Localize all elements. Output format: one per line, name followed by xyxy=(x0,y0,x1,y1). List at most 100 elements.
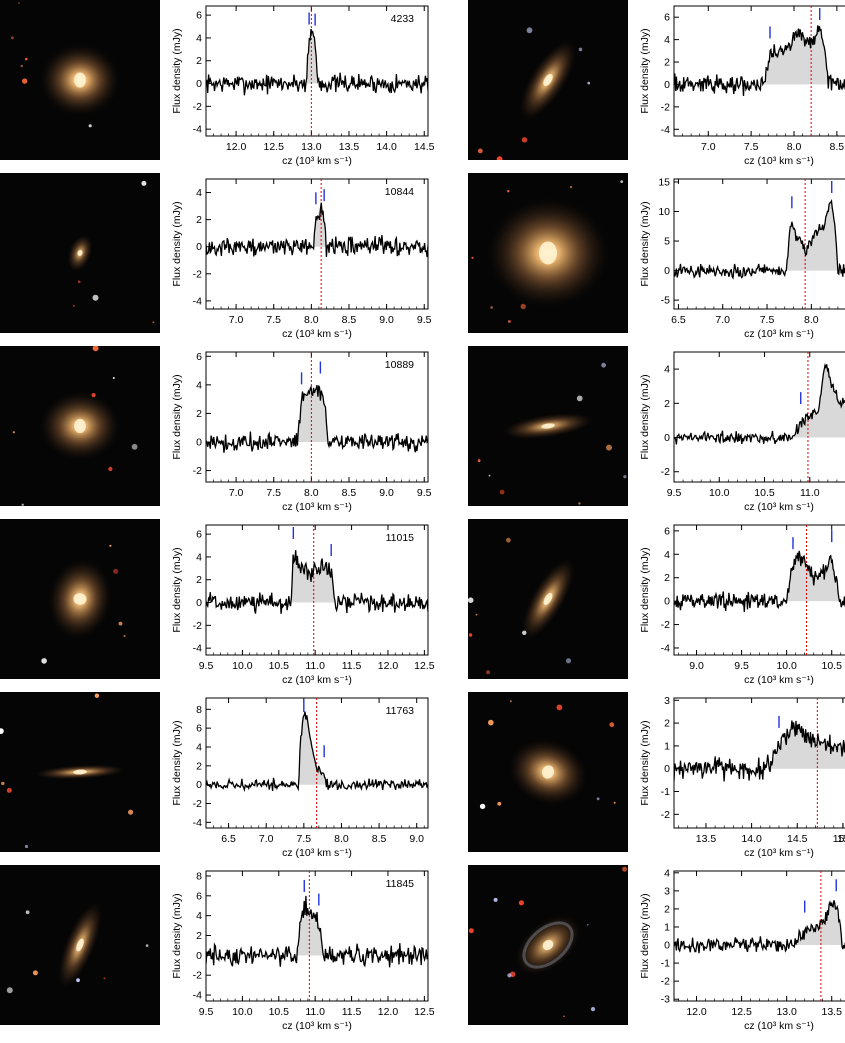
galaxy-core xyxy=(74,419,86,433)
x-axis-label: cz (10³ km s⁻¹) xyxy=(282,501,352,513)
x-tick-label: 13.5 xyxy=(696,833,717,845)
background-star xyxy=(506,538,511,543)
background-star xyxy=(93,295,99,301)
background-star xyxy=(113,569,118,574)
x-tick-label: 11.0 xyxy=(305,1006,325,1018)
background-star xyxy=(11,36,14,39)
x-tick-label: 9.5 xyxy=(199,1006,214,1018)
galaxy-image-12 xyxy=(468,865,628,1025)
y-tick-label: -2 xyxy=(661,619,670,631)
x-tick-label: 9.5 xyxy=(199,660,214,672)
x-tick-label: 7.5 xyxy=(760,314,775,326)
x-tick-label: 9.5 xyxy=(417,314,432,326)
background-star xyxy=(1,782,4,785)
x-tick-label: 10.0 xyxy=(232,660,253,672)
galaxy-core xyxy=(74,72,86,87)
x-tick-label: 7.0 xyxy=(229,314,244,326)
y-tick-label: -4 xyxy=(193,295,202,307)
galaxy-svg xyxy=(468,0,628,160)
galaxy-svg xyxy=(468,692,628,852)
y-tick-label: 15 xyxy=(658,176,670,188)
x-tick-label: 11.5 xyxy=(342,1006,362,1018)
y-axis-label: Flux density (mJy) xyxy=(171,547,183,632)
galaxy-svg xyxy=(468,346,628,506)
y-axis-label: Flux density (mJy) xyxy=(171,893,183,978)
y-axis-label: Flux density (mJy) xyxy=(639,28,651,113)
background-star xyxy=(489,475,491,477)
galaxy-svg xyxy=(0,519,160,679)
background-star xyxy=(480,804,485,809)
galaxy-image-1 xyxy=(0,0,160,160)
y-tick-label: 0 xyxy=(196,950,202,962)
background-star xyxy=(7,987,13,993)
galaxy-svg xyxy=(0,865,160,1025)
y-tick-label: 10 xyxy=(658,206,670,218)
galaxy-image-4 xyxy=(0,519,160,679)
y-tick-label: -2 xyxy=(193,970,202,982)
x-tick-label: 10.5 xyxy=(269,660,290,672)
x-tick-label: 6.5 xyxy=(221,833,236,845)
spectrum-line xyxy=(674,900,845,953)
background-star xyxy=(471,257,473,259)
background-star xyxy=(113,377,115,379)
background-star xyxy=(89,124,92,127)
background-star xyxy=(606,445,612,451)
x-axis-label: cz (10³ km s⁻¹) xyxy=(744,155,814,167)
x-tick-label: 9.0 xyxy=(379,314,394,326)
background-star xyxy=(95,694,99,698)
x-tick-label: 10.0 xyxy=(232,1006,253,1018)
y-tick-label: -2 xyxy=(193,620,202,632)
y-axis-label: Flux density (mJy) xyxy=(171,720,183,805)
background-star xyxy=(13,431,15,433)
x-tick-label: 9.5 xyxy=(734,660,749,672)
background-star xyxy=(510,700,512,702)
x-tick-label: 8.5 xyxy=(342,314,357,326)
x-tick-label: 8.0 xyxy=(787,141,802,153)
background-star xyxy=(123,635,125,637)
x-tick-label: 9.0 xyxy=(379,487,394,499)
background-star xyxy=(488,720,494,726)
y-tick-label: 4 xyxy=(664,867,670,879)
background-star xyxy=(557,705,563,711)
y-tick-label: -2 xyxy=(193,465,202,477)
background-star xyxy=(41,658,47,664)
background-star xyxy=(609,722,614,727)
y-tick-label: 1 xyxy=(664,740,670,752)
background-star xyxy=(26,910,30,914)
y-tick-label: -3 xyxy=(661,994,670,1006)
x-tick-label: 10.0 xyxy=(776,660,797,672)
background-star xyxy=(601,363,606,368)
x-axis-label: cz (10³ km s⁻¹) xyxy=(282,847,352,859)
y-tick-label: -4 xyxy=(193,990,202,1002)
galaxy-image-8 xyxy=(468,173,628,333)
x-tick-label: 7.0 xyxy=(259,833,274,845)
y-tick-label: 0 xyxy=(196,437,202,449)
x-tick-label: 13.0 xyxy=(776,1006,797,1018)
x-tick-label: 8.0 xyxy=(304,314,319,326)
y-tick-label: -5 xyxy=(661,295,670,307)
galaxy-id-label: 11845 xyxy=(386,878,415,890)
x-tick-label: 9.5 xyxy=(417,487,432,499)
y-tick-label: 2 xyxy=(196,214,202,226)
y-tick-label: -2 xyxy=(193,798,202,810)
y-tick-label: 4 xyxy=(664,34,670,46)
galaxy-image-6 xyxy=(0,865,160,1025)
background-star xyxy=(494,898,498,902)
galaxy-id-label: 11015 xyxy=(386,532,415,544)
background-star xyxy=(591,1007,595,1011)
y-axis-label: Flux density (mJy) xyxy=(171,201,183,286)
y-tick-label: 0 xyxy=(664,265,670,277)
background-star xyxy=(25,58,28,61)
y-tick-label: 2 xyxy=(196,55,202,67)
galaxy-id-label: 10889 xyxy=(385,359,414,371)
x-tick-label: 12.5 xyxy=(414,660,435,672)
